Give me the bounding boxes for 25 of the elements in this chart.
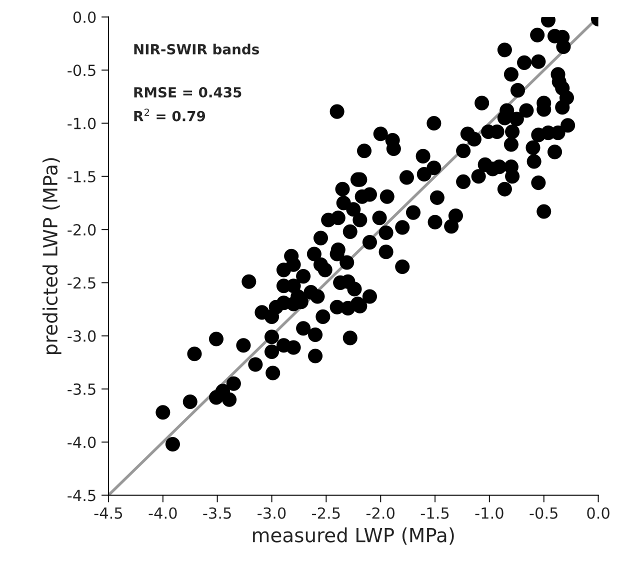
x-tick-label: -2.0 xyxy=(366,507,394,519)
y-axis-title: predicted LWP (MPa) xyxy=(42,158,62,354)
x-tick-label: -1.5 xyxy=(420,508,449,519)
y-tick-label: -2.5 xyxy=(68,277,96,289)
annotation: R$^{2}$ = 0.79 xyxy=(134,108,206,122)
annotation: NIR-SWIR bands xyxy=(134,44,260,54)
y-tick-label: -2.0 xyxy=(68,224,96,236)
y-tick-label: -4.0 xyxy=(68,436,96,448)
x-tick-label: -2.5 xyxy=(312,507,340,519)
y-tick-label: -4.5 xyxy=(68,490,96,502)
x-tick-label: -4.0 xyxy=(148,507,177,519)
x-axis-title: measured LWP (MPa) xyxy=(253,527,454,545)
y-tick-label: -3.0 xyxy=(68,330,96,342)
x-tick-label: 0.0 xyxy=(587,507,610,519)
y-tick-label: -1.5 xyxy=(68,171,96,182)
x-tick-label: -0.5 xyxy=(530,507,558,519)
y-tick-label: -3.5 xyxy=(68,383,96,395)
y-tick-label: -1.0 xyxy=(68,118,96,130)
y-tick-label: 0.0 xyxy=(73,11,96,23)
annotation: RMSE = 0.435 xyxy=(134,87,242,98)
x-tick-label: -3.5 xyxy=(203,507,231,519)
x-tick-label: -1.0 xyxy=(475,507,504,519)
y-tick-label: -0.5 xyxy=(68,64,96,76)
x-tick-label: -4.5 xyxy=(94,508,122,519)
x-tick-label: -3.0 xyxy=(258,507,286,519)
